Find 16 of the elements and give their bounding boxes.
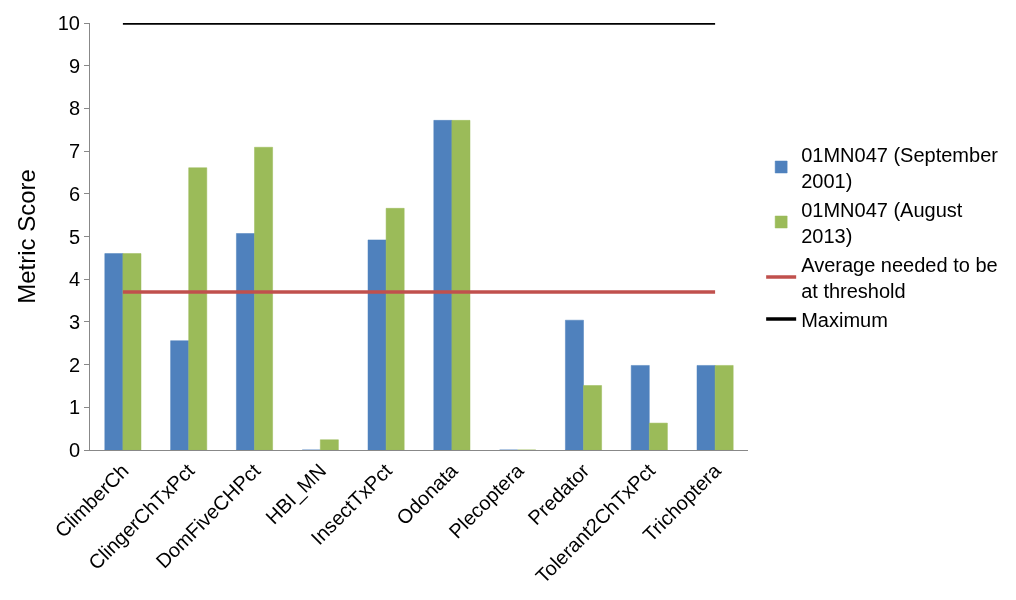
y-tick-label: 8 <box>68 97 80 120</box>
y-tick-label: 5 <box>68 225 80 248</box>
legend-label: 01MN047 (August 2013) <box>801 198 963 247</box>
legend-label: Maximum <box>801 308 888 331</box>
y-tick-label: 2 <box>68 353 80 376</box>
y-axis-title: Metric Score <box>12 169 40 304</box>
y-tick-label: 0 <box>68 439 80 461</box>
y-tick-label: 9 <box>68 54 80 77</box>
y-tick-label: 6 <box>68 182 80 205</box>
y-tick-label: 3 <box>68 310 80 333</box>
y-tick-label: 7 <box>68 140 80 163</box>
y-tick-label: 10 <box>57 12 80 34</box>
y-tick-label: 1 <box>68 396 80 419</box>
legend-label: 01MN047 (September 2001) <box>801 143 999 192</box>
legend-label: Average needed to be at threshold <box>801 253 998 302</box>
y-tick-label: 4 <box>68 268 80 291</box>
